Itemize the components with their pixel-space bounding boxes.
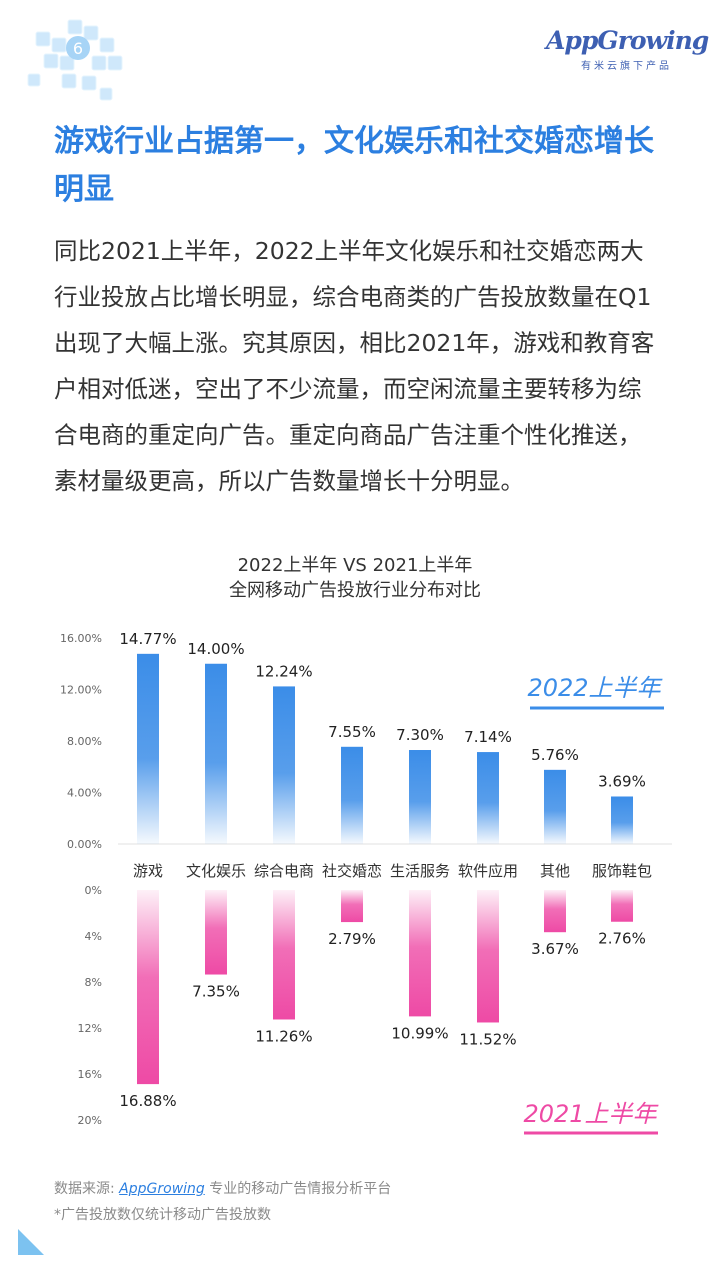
data-label-2022: 12.24% bbox=[255, 662, 312, 680]
bar-2022 bbox=[137, 653, 159, 844]
data-label-2022: 3.69% bbox=[598, 772, 646, 790]
data-label-2022: 7.14% bbox=[464, 728, 512, 746]
legend-2021: 2021上半年 bbox=[523, 1100, 659, 1128]
bar-2021 bbox=[409, 890, 431, 1017]
bottom-y-tick-label: 0% bbox=[85, 884, 102, 897]
chart-subtitle: 全网移动广告投放行业分布对比 bbox=[229, 580, 481, 601]
data-label-2021: 7.35% bbox=[192, 983, 240, 1001]
brand-tagline: 有米云旗下产品 bbox=[581, 61, 672, 72]
source-description: 专业的移动广告情报分析平台 bbox=[204, 1181, 392, 1197]
corner-triangle-decoration bbox=[18, 1229, 44, 1255]
brand-logo: AppGrowing 有米云旗下产品 bbox=[546, 26, 709, 74]
category-label: 社交婚恋 bbox=[322, 862, 382, 880]
page-headline: 游戏行业占据第一，文化娱乐和社交婚恋增长明显 bbox=[54, 124, 654, 207]
bar-2021 bbox=[205, 890, 227, 975]
category-label: 综合电商 bbox=[254, 862, 314, 880]
data-label-2022: 5.76% bbox=[531, 746, 579, 764]
data-label-2021: 2.76% bbox=[598, 930, 646, 948]
bar-2022 bbox=[477, 752, 499, 844]
cube-cluster-decoration: 6 bbox=[27, 19, 123, 101]
bar-2022 bbox=[611, 796, 633, 844]
bar-2021 bbox=[544, 890, 566, 933]
source-line: 数据来源: AppGrowing 专业的移动广告情报分析平台 bbox=[54, 1178, 391, 1198]
bottom-y-tick-label: 8% bbox=[85, 976, 102, 989]
category-label: 游戏 bbox=[133, 862, 163, 880]
bar-2022 bbox=[205, 663, 227, 844]
bottom-y-tick-label: 16% bbox=[78, 1068, 102, 1081]
bottom-y-tick-label: 4% bbox=[85, 930, 102, 943]
data-label-2022: 7.55% bbox=[328, 723, 376, 741]
category-label: 软件应用 bbox=[458, 862, 518, 880]
category-label: 文化娱乐 bbox=[186, 862, 246, 880]
source-link[interactable]: AppGrowing bbox=[119, 1181, 205, 1197]
chart-title: 2022上半年 VS 2021上半年 bbox=[237, 555, 473, 576]
bar-2021 bbox=[341, 890, 363, 923]
bar-2022 bbox=[409, 750, 431, 844]
data-label-2022: 14.00% bbox=[187, 640, 244, 658]
top-y-tick-label: 0.00% bbox=[67, 838, 102, 851]
bar-2021 bbox=[137, 890, 159, 1085]
top-y-tick-label: 12.00% bbox=[60, 684, 102, 697]
top-y-tick-label: 16.00% bbox=[60, 632, 102, 645]
data-label-2021: 11.26% bbox=[255, 1027, 312, 1045]
bar-2022 bbox=[273, 686, 295, 844]
data-label-2021: 16.88% bbox=[119, 1092, 176, 1110]
bar-2021 bbox=[273, 890, 295, 1020]
footnote: *广告投放数仅统计移动广告投放数 bbox=[54, 1207, 271, 1223]
bottom-y-tick-label: 20% bbox=[78, 1114, 102, 1127]
top-y-tick-label: 4.00% bbox=[67, 787, 102, 800]
category-label: 服饰鞋包 bbox=[592, 862, 652, 880]
bar-2022 bbox=[544, 769, 566, 844]
comparison-bar-chart: 0.00% 4.00% 8.00% 12.00% 16.00% 0% 4% 8% 12% 16% 2… bbox=[60, 630, 672, 1135]
data-label-2021: 10.99% bbox=[391, 1024, 448, 1042]
legend-2022: 2022上半年 bbox=[527, 674, 663, 702]
bar-2022 bbox=[341, 746, 363, 844]
source-label: 数据来源: bbox=[54, 1181, 120, 1197]
data-label-2021: 11.52% bbox=[459, 1030, 516, 1048]
data-label-2022: 7.30% bbox=[396, 726, 444, 744]
bottom-y-tick-label: 12% bbox=[78, 1022, 102, 1035]
brand-name: AppGrowing bbox=[546, 26, 709, 55]
data-label-2022: 14.77% bbox=[119, 630, 176, 648]
data-label-2021: 3.67% bbox=[531, 940, 579, 958]
top-y-tick-label: 8.00% bbox=[67, 735, 102, 748]
data-label-2021: 2.79% bbox=[328, 930, 376, 948]
category-label: 生活服务 bbox=[390, 862, 450, 880]
bar-2021 bbox=[477, 890, 499, 1023]
svg-text:6: 6 bbox=[73, 39, 83, 58]
body-paragraph: 同比2021上半年，2022上半年文化娱乐和社交婚恋两大行业投放占比增长明显，综… bbox=[54, 237, 655, 495]
category-label: 其他 bbox=[540, 862, 570, 880]
bar-2021 bbox=[611, 890, 633, 922]
